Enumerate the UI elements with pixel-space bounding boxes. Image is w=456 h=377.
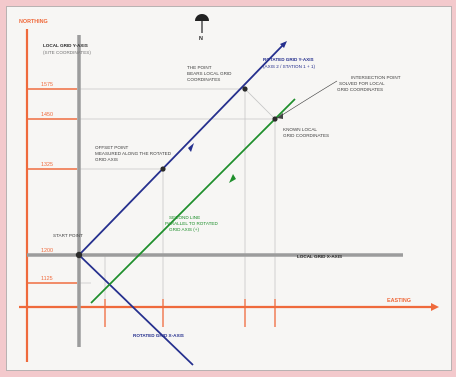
northing-tick-label-1: 1575 xyxy=(41,82,53,88)
second-line-line-3: GRID AXIS (+) xyxy=(169,227,199,232)
known-grid-line-1: KNOWN LOCAL xyxy=(283,127,317,132)
rotated-grid-x-label: ROTATED GRID X-AXIS xyxy=(133,333,184,338)
point-a-marker xyxy=(242,86,248,92)
ref-line-diag xyxy=(244,88,276,120)
local-grid-y-label: LOCAL GRID Y-AXIS xyxy=(43,43,88,48)
rotated-grid-y-axis xyxy=(78,44,284,256)
intersection-line-3: GRID COORDINATES xyxy=(337,87,383,92)
northing-tick-label-5: 1125 xyxy=(41,276,53,282)
rotated-grid-y-label: ROTATED GRID Y-AXIS xyxy=(263,57,314,62)
leader-line xyxy=(278,80,338,118)
reference-lines xyxy=(65,88,276,307)
easting-label: EASTING xyxy=(387,298,411,304)
offset-point-line-3: GRID AXIS xyxy=(95,157,118,162)
start-point-label: START POINT xyxy=(53,233,83,238)
grid-rotation-diagram: NORTHING 1575 1450 1325 1200 1125 EASTIN… xyxy=(19,14,439,366)
point-a-line-1: THE POINT xyxy=(187,65,212,70)
offset-point-marker xyxy=(160,166,166,172)
easting-arrow-icon xyxy=(431,303,439,311)
north-arrow-icon xyxy=(195,14,209,33)
known-point-marker xyxy=(272,116,278,122)
known-grid-line-2: GRID COORDINATES xyxy=(283,133,329,138)
diagram-frame: NORTHING 1575 1450 1325 1200 1125 EASTIN… xyxy=(6,6,452,371)
second-line-line-1: SECOND LINE xyxy=(169,215,200,220)
local-grid-x-label: LOCAL GRID X-AXIS xyxy=(297,254,342,259)
point-a-line-3: COORDINATES xyxy=(187,77,220,82)
green-arrow-icon xyxy=(229,174,236,183)
rotated-grid-x-axis xyxy=(78,254,194,366)
start-point-marker xyxy=(75,251,83,259)
point-a-line-2: BEARS LOCAL GRID xyxy=(187,71,232,76)
easting-ticks xyxy=(78,299,276,327)
offset-point-line-2: MEASURED ALONG THE ROTATED xyxy=(95,151,172,156)
local-grid-note: (SITE COORDINATES) xyxy=(43,50,91,55)
northing-tick-label-2: 1450 xyxy=(41,112,53,118)
northing-tick-label-4: 1200 xyxy=(41,248,53,254)
rotated-grid-y-sub: (AXIS 2 / STATION 1 + 1) xyxy=(263,64,316,69)
offset-point-line-1: OFFSET POINT xyxy=(95,145,129,150)
leader-arrow-icon xyxy=(277,113,283,119)
rotated-axis-arrow-icon xyxy=(280,41,287,48)
second-line-line-2: PARALLEL TO ROTATED xyxy=(165,221,218,226)
northing-tick-label-3: 1325 xyxy=(41,162,53,168)
intersection-line-2: SOLVED FOR LOCAL xyxy=(339,81,385,86)
direction-arrow-icon xyxy=(188,143,194,152)
north-label: N xyxy=(199,36,203,42)
northing-label: NORTHING xyxy=(19,19,48,25)
intersection-line-1: INTERSECTION POINT xyxy=(351,75,401,80)
parallel-line xyxy=(90,98,296,304)
